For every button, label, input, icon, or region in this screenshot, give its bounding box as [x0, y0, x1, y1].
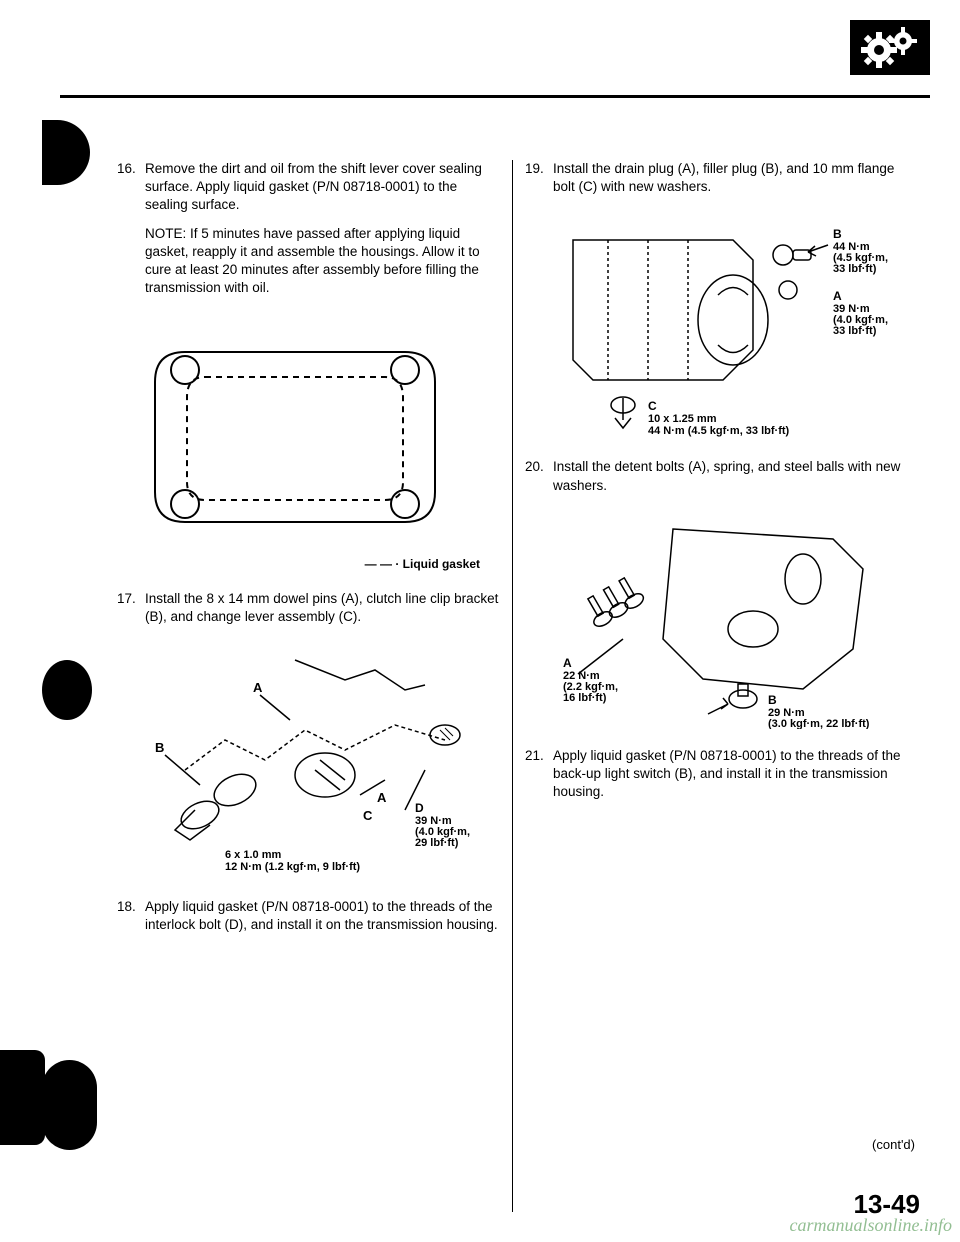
- step-18: 18. Apply liquid gasket (P/N 08718-0001)…: [117, 898, 500, 934]
- svg-text:C: C: [648, 399, 657, 413]
- figure-20-detent: A 22 N·m (2.2 kgf·m, 16 lbf·ft) B 29 N·m…: [553, 509, 908, 729]
- left-tab-bottom: [42, 1060, 97, 1150]
- liquid-gasket-label: — — · Liquid gasket: [145, 556, 480, 572]
- figure-19-plugs: B 44 N·m (4.5 kgf·m, 33 lbf·ft) A 39 N·m…: [553, 210, 908, 440]
- figure-17-assembly: A B A C D 39 N·m (4.0 kgf·m, 29 lbf·ft) …: [145, 640, 500, 880]
- step-number: 18.: [117, 898, 145, 934]
- step-text: Apply liquid gasket (P/N 08718-0001) to …: [553, 747, 908, 802]
- svg-text:A: A: [377, 790, 387, 805]
- svg-text:10 x 1.25 mm: 10 x 1.25 mm: [648, 413, 717, 425]
- step-text: Apply liquid gasket (P/N 08718-0001) to …: [145, 898, 500, 934]
- svg-text:A: A: [253, 680, 263, 695]
- step-text: Install the 8 x 14 mm dowel pins (A), cl…: [145, 590, 500, 626]
- step-number: 21.: [525, 747, 553, 802]
- step-body: Remove the dirt and oil from the shift l…: [145, 160, 500, 308]
- step-number: 16.: [117, 160, 145, 308]
- right-column: 19. Install the drain plug (A), filler p…: [513, 160, 920, 1212]
- svg-text:44 N·m (4.5 kgf·m, 33 lbf·ft): 44 N·m (4.5 kgf·m, 33 lbf·ft): [648, 425, 790, 437]
- watermark: carmanualsonline.info: [790, 1215, 953, 1236]
- step-number: 20.: [525, 458, 553, 494]
- step-text: Install the detent bolts (A), spring, an…: [553, 458, 908, 494]
- step-number: 19.: [525, 160, 553, 196]
- svg-text:16 lbf·ft): 16 lbf·ft): [563, 692, 607, 704]
- svg-text:D: D: [415, 801, 424, 815]
- content-columns: 16. Remove the dirt and oil from the shi…: [105, 160, 920, 1212]
- step-number: 17.: [117, 590, 145, 626]
- svg-text:29 lbf·ft): 29 lbf·ft): [415, 837, 459, 849]
- svg-text:B: B: [155, 740, 164, 755]
- gear-icon: [850, 20, 930, 75]
- svg-text:(3.0 kgf·m, 22 lbf·ft): (3.0 kgf·m, 22 lbf·ft): [768, 718, 870, 729]
- left-tab-mid: [42, 660, 92, 720]
- step-20: 20. Install the detent bolts (A), spring…: [525, 458, 908, 494]
- left-column: 16. Remove the dirt and oil from the shi…: [105, 160, 513, 1212]
- svg-text:A: A: [833, 289, 842, 303]
- svg-text:33 lbf·ft): 33 lbf·ft): [833, 325, 877, 337]
- step-text: Install the drain plug (A), filler plug …: [553, 160, 908, 196]
- step-note: NOTE: If 5 minutes have passed after app…: [145, 225, 500, 298]
- svg-text:12 N·m (1.2 kgf·m, 9 lbf·ft): 12 N·m (1.2 kgf·m, 9 lbf·ft): [225, 861, 360, 873]
- page: 16. Remove the dirt and oil from the shi…: [0, 0, 960, 1242]
- left-tab-top: [42, 120, 90, 185]
- step-19: 19. Install the drain plug (A), filler p…: [525, 160, 908, 196]
- svg-text:6 x 1.0 mm: 6 x 1.0 mm: [225, 849, 281, 861]
- contd-label: (cont'd): [872, 1137, 915, 1152]
- left-tab-bottom-bar: [0, 1050, 45, 1145]
- figure-16-cover: — — · Liquid gasket: [145, 322, 500, 572]
- step-17: 17. Install the 8 x 14 mm dowel pins (A)…: [117, 590, 500, 626]
- svg-text:B: B: [833, 227, 842, 241]
- svg-text:C: C: [363, 808, 373, 823]
- step-16: 16. Remove the dirt and oil from the shi…: [117, 160, 500, 308]
- step-21: 21. Apply liquid gasket (P/N 08718-0001)…: [525, 747, 908, 802]
- svg-text:B: B: [768, 693, 777, 707]
- step-text: Remove the dirt and oil from the shift l…: [145, 161, 482, 212]
- svg-text:33 lbf·ft): 33 lbf·ft): [833, 263, 877, 275]
- svg-text:A: A: [563, 656, 572, 670]
- header-rule: [60, 95, 930, 98]
